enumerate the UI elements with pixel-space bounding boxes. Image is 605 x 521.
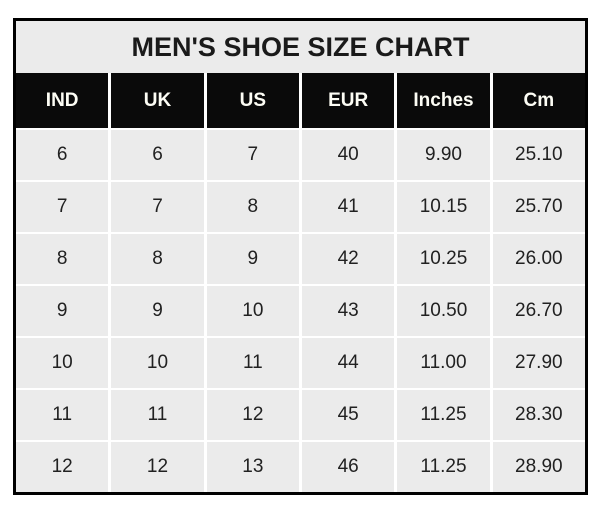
column-header-us: US <box>206 73 299 128</box>
size-cell: 26.00 <box>492 234 585 284</box>
size-cell: 7 <box>16 182 109 232</box>
column-header-uk: UK <box>111 73 204 128</box>
size-cell: 10.15 <box>397 182 490 232</box>
size-cell: 12 <box>111 442 204 492</box>
size-cell: 28.90 <box>492 442 585 492</box>
size-cell: 43 <box>302 286 395 336</box>
size-cell: 11 <box>206 338 299 388</box>
size-cell: 46 <box>302 442 395 492</box>
column-header-eur: EUR <box>302 73 395 128</box>
size-cell: 27.90 <box>492 338 585 388</box>
size-cell: 10 <box>111 338 204 388</box>
column-header-ind: IND <box>16 73 109 128</box>
size-cell: 42 <box>302 234 395 284</box>
shoe-size-chart: MEN'S SHOE SIZE CHART IND UK US EUR Inches Cm… <box>13 18 588 495</box>
column-header-cm: Cm <box>492 73 585 128</box>
size-cell: 26.70 <box>492 286 585 336</box>
size-cell: 10 <box>16 338 109 388</box>
size-cell: 12 <box>16 442 109 492</box>
size-cell: 28.30 <box>492 390 585 440</box>
size-cell: 6 <box>16 130 109 180</box>
size-cell: 11.00 <box>397 338 490 388</box>
size-cell: 7 <box>206 130 299 180</box>
size-cell: 6 <box>111 130 204 180</box>
size-cell: 8 <box>206 182 299 232</box>
size-cell: 25.70 <box>492 182 585 232</box>
size-cell: 8 <box>16 234 109 284</box>
size-cell: 10.50 <box>397 286 490 336</box>
size-cell: 12 <box>206 390 299 440</box>
size-cell: 10.25 <box>397 234 490 284</box>
size-cell: 9 <box>16 286 109 336</box>
size-cell: 40 <box>302 130 395 180</box>
size-cell: 11.25 <box>397 390 490 440</box>
size-cell: 44 <box>302 338 395 388</box>
size-table: IND UK US EUR Inches Cm 6 6 7 40 9.90 25.10 7 7 8 41 10… <box>16 73 585 492</box>
size-cell: 41 <box>302 182 395 232</box>
size-cell: 11 <box>111 390 204 440</box>
size-cell: 13 <box>206 442 299 492</box>
size-cell: 9 <box>111 286 204 336</box>
size-cell: 7 <box>111 182 204 232</box>
size-cell: 8 <box>111 234 204 284</box>
size-cell: 45 <box>302 390 395 440</box>
size-cell: 11 <box>16 390 109 440</box>
size-cell: 10 <box>206 286 299 336</box>
column-header-inches: Inches <box>397 73 490 128</box>
size-cell: 11.25 <box>397 442 490 492</box>
chart-title: MEN'S SHOE SIZE CHART <box>16 21 585 73</box>
size-cell: 9.90 <box>397 130 490 180</box>
size-cell: 9 <box>206 234 299 284</box>
size-cell: 25.10 <box>492 130 585 180</box>
